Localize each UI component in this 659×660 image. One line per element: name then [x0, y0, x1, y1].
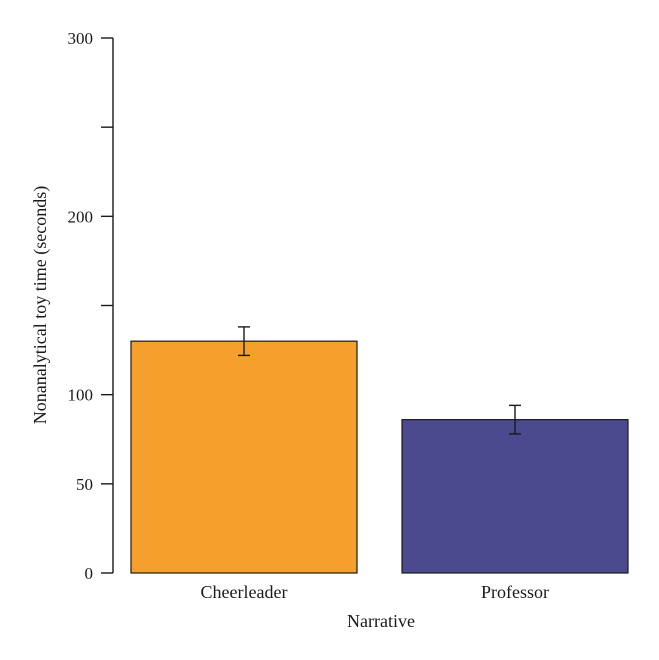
bar-cheerleader — [130, 340, 358, 574]
y-tick-label-0: 0 — [85, 564, 94, 583]
x-axis-labels: Cheerleader Professor — [201, 582, 549, 602]
x-axis-title: Narrative — [347, 611, 415, 631]
error-bar-professor — [509, 404, 521, 435]
error-bars — [238, 326, 521, 435]
y-axis: 0 50 100 200 300 — [68, 29, 114, 583]
bar-professor — [401, 419, 629, 574]
bars — [130, 340, 629, 574]
y-tick-label-300: 300 — [68, 29, 94, 48]
error-bar-cheerleader — [238, 326, 250, 357]
y-tick-label-200: 200 — [68, 207, 94, 226]
x-tick-label-professor: Professor — [481, 582, 549, 602]
x-tick-label-cheerleader: Cheerleader — [201, 582, 288, 602]
y-tick-label-100: 100 — [68, 386, 94, 405]
y-tick-label-50: 50 — [76, 475, 93, 494]
y-axis-title: Nonanalytical toy time (seconds) — [30, 186, 51, 424]
